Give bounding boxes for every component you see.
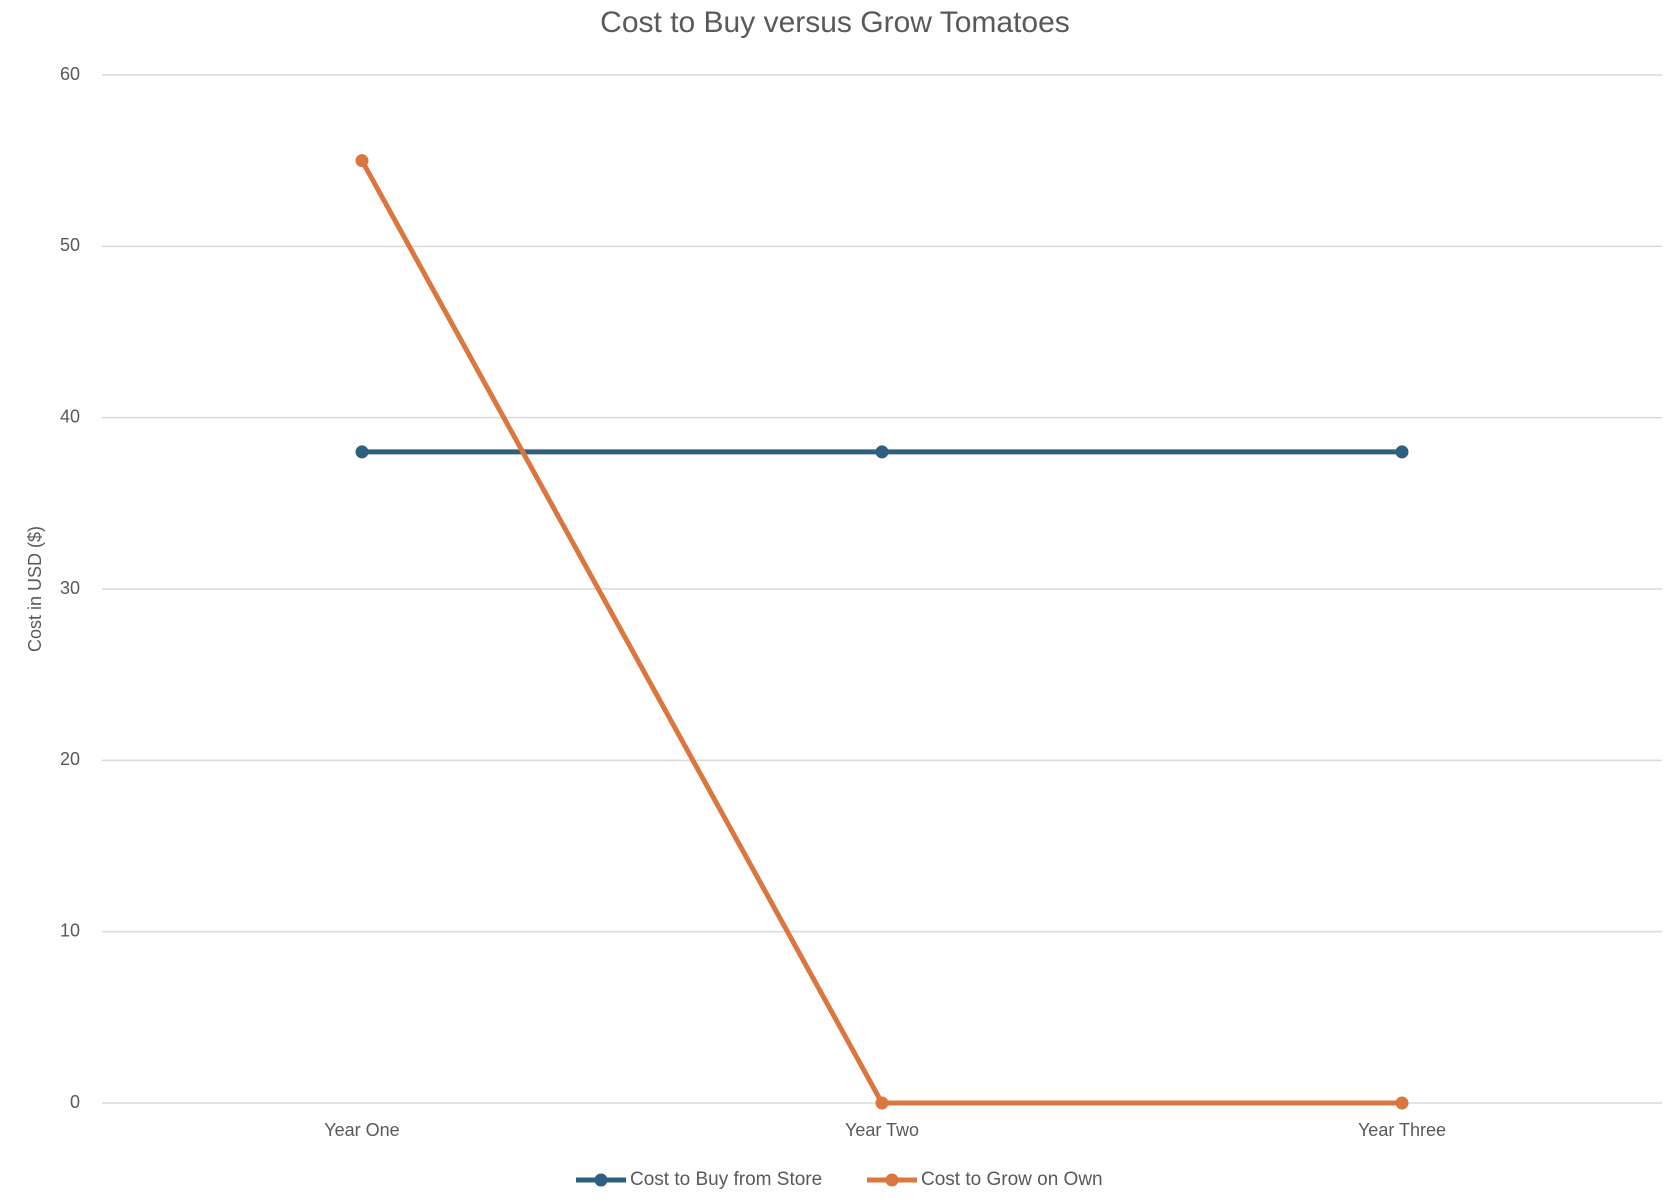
y-tick-label: 50 [60,235,80,255]
y-tick-label: 10 [60,920,80,940]
series-line [359,159,1402,1106]
data-point [875,445,889,459]
y-tick-label: 40 [60,406,80,426]
y-tick-label: 0 [70,1092,80,1112]
data-point [1395,445,1409,459]
x-tick-label: Year Two [845,1120,919,1140]
x-tick-label: Year One [324,1120,399,1140]
legend-label: Cost to Buy from Store [630,1169,822,1190]
legend-marker [885,1173,899,1187]
legend-marker [594,1173,608,1187]
chart-title: Cost to Buy versus Grow Tomatoes [600,6,1070,39]
y-axis-label: Cost in USD ($) [25,526,45,652]
data-point [355,154,369,168]
y-tick-label: 30 [60,578,80,598]
y-tick-label: 20 [60,749,80,769]
data-point [875,1096,889,1110]
y-tick-label: 60 [60,64,80,84]
x-tick-label: Year Three [1358,1120,1446,1140]
data-point [355,445,369,459]
data-point [1395,1096,1409,1110]
legend-label: Cost to Grow on Own [921,1169,1103,1190]
